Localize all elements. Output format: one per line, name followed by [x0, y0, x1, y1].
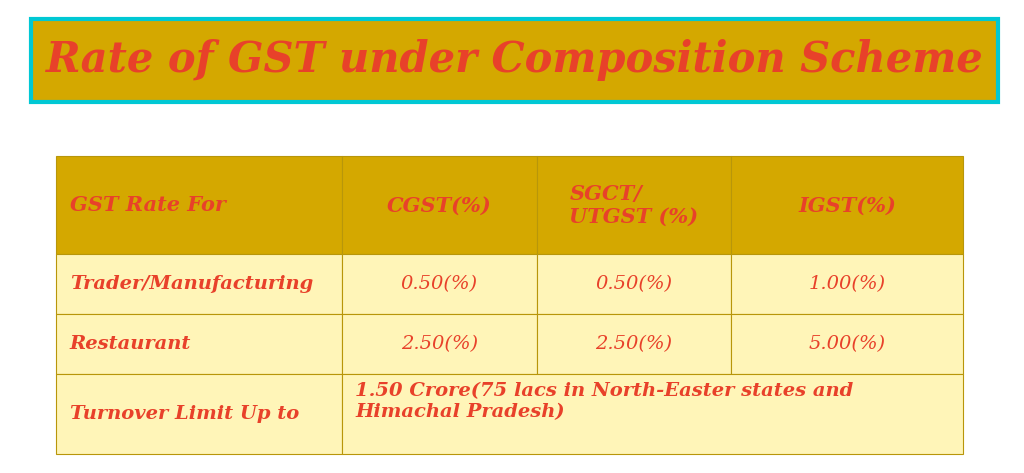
Text: GST Rate For: GST Rate For [70, 195, 225, 215]
Bar [537, 156, 731, 254]
Text: Restaurant: Restaurant [70, 335, 191, 353]
Bar [56, 314, 342, 374]
Bar [56, 374, 342, 454]
Text: 2.50(%): 2.50(%) [400, 335, 478, 353]
Text: 1.50 Crore(75 lacs in North-Easter states and
Himachal Pradesh): 1.50 Crore(75 lacs in North-Easter state… [355, 383, 854, 421]
Bar [537, 314, 731, 374]
Text: 2.50(%): 2.50(%) [596, 335, 673, 353]
Text: 5.00(%): 5.00(%) [809, 335, 886, 353]
Bar [731, 254, 963, 314]
Bar [537, 254, 731, 314]
Bar [56, 156, 342, 254]
Text: 0.50(%): 0.50(%) [596, 275, 673, 293]
Bar [342, 254, 537, 314]
Text: 1.00(%): 1.00(%) [809, 275, 886, 293]
Text: IGST(%): IGST(%) [798, 195, 896, 215]
Bar [342, 314, 537, 374]
Bar [342, 374, 963, 454]
Text: Turnover Limit Up to: Turnover Limit Up to [70, 405, 299, 423]
Text: 0.50(%): 0.50(%) [400, 275, 478, 293]
Text: Trader/Manufacturing: Trader/Manufacturing [70, 275, 313, 293]
Bar [56, 254, 342, 314]
Bar [731, 156, 963, 254]
Text: Rate of GST under Composition Scheme: Rate of GST under Composition Scheme [46, 39, 983, 81]
Text: CGST(%): CGST(%) [387, 195, 492, 215]
Bar [342, 156, 537, 254]
Bar [731, 314, 963, 374]
Text: SGCT/
UTGST (%): SGCT/ UTGST (%) [569, 184, 698, 227]
